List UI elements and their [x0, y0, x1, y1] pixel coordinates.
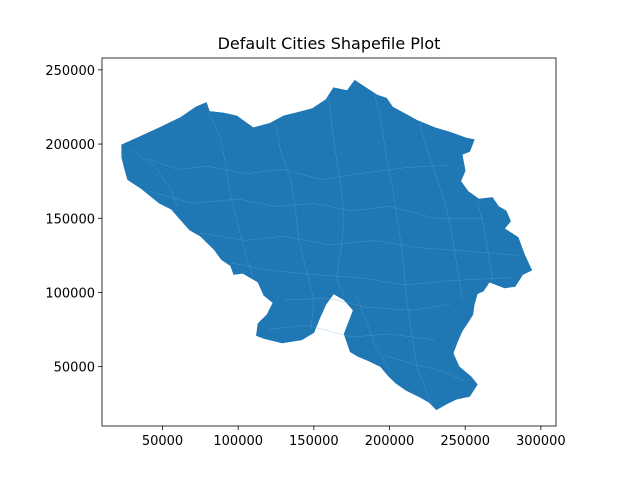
city-boundary-line [200, 232, 519, 256]
x-tick-label: 300000 [516, 434, 566, 449]
chart-title: Default Cities Shapefile Plot [218, 34, 441, 53]
x-tick-label: 250000 [440, 434, 490, 449]
y-tick-label: 50000 [54, 361, 95, 376]
city-boundary-line [283, 298, 451, 311]
city-boundary-line [419, 123, 463, 300]
city-boundary-line [328, 96, 345, 297]
x-tick-label: 200000 [365, 434, 415, 449]
x-tick-label: 150000 [289, 434, 339, 449]
city-boundary-line [477, 200, 493, 281]
city-boundary-line [147, 158, 451, 180]
city-boundary-line [150, 191, 484, 219]
axes-frame [101, 57, 557, 427]
city-boundary-line [230, 262, 511, 286]
y-tick-label: 250000 [45, 64, 95, 79]
x-tick-label: 50000 [142, 434, 183, 449]
city-boundary-line [275, 124, 315, 330]
y-tick-label: 100000 [45, 286, 95, 301]
city-boundary-line [374, 93, 433, 406]
city-boundary-line [132, 149, 178, 207]
y-axis-ticks: 50000 100000 150000 200000 250000 [45, 64, 102, 376]
map-layer [121, 79, 533, 411]
city-boundary-line [207, 111, 254, 278]
city-boundaries [132, 93, 519, 406]
city-boundary-line [381, 354, 466, 382]
y-tick-label: 200000 [45, 138, 95, 153]
x-tick-label: 100000 [213, 434, 263, 449]
city-boundary-line [268, 324, 435, 341]
city-boundary-line [356, 295, 390, 370]
y-tick-label: 150000 [45, 212, 95, 227]
belgium-cities-shape [121, 79, 533, 411]
x-axis-ticks: 50000 100000 150000 200000 250000 300000 [142, 426, 566, 449]
